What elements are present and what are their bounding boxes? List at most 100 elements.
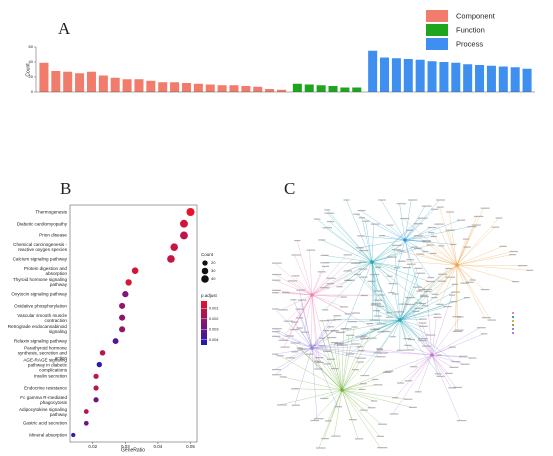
- dot: [122, 291, 129, 298]
- edge: [274, 292, 313, 296]
- node-label: [379, 352, 388, 354]
- node-label: [272, 289, 281, 291]
- node-label: [291, 254, 302, 256]
- bar: [328, 86, 338, 92]
- node-label: [471, 224, 481, 226]
- node-label: [419, 302, 426, 305]
- edge: [311, 315, 337, 349]
- y-tick-label: Mineral absorption: [29, 432, 67, 438]
- edge: [360, 350, 433, 356]
- plot-frame: [69, 204, 198, 443]
- edge: [377, 239, 406, 268]
- node-label: [360, 335, 368, 337]
- edge: [341, 389, 353, 420]
- edge: [311, 346, 360, 349]
- dot: [112, 338, 119, 345]
- edge: [380, 199, 406, 241]
- node-label: [434, 373, 442, 375]
- node-label: [345, 353, 355, 355]
- edge: [311, 262, 363, 296]
- node-label: [318, 239, 326, 241]
- node-label: [317, 271, 326, 273]
- edge: [311, 330, 335, 349]
- node-label: [403, 338, 412, 340]
- node-label: [381, 330, 391, 333]
- node-label: [389, 336, 396, 338]
- edge: [434, 264, 458, 295]
- color-legend-title: p.adjust: [201, 293, 218, 298]
- edge: [341, 389, 371, 408]
- edge: [311, 294, 320, 363]
- node-label: [422, 240, 432, 242]
- node-label: [410, 246, 418, 248]
- size-legend-label: 30: [211, 268, 216, 273]
- edge: [431, 317, 437, 356]
- edge: [417, 354, 433, 392]
- y-tick-label: Fc gamma R-mediated phagocytosis: [20, 394, 67, 405]
- panel-label: A: [58, 19, 71, 38]
- edge: [311, 347, 335, 369]
- node-label: [331, 342, 338, 344]
- node-label: [316, 361, 324, 364]
- legend-swatch: [426, 24, 448, 36]
- node-label: [426, 244, 435, 246]
- legend-label: Process: [456, 39, 483, 48]
- node-label: [291, 388, 299, 390]
- node-label: [279, 376, 287, 378]
- node-label: [436, 206, 444, 208]
- node-label: [422, 345, 431, 347]
- edge: [358, 319, 401, 338]
- edge: [399, 291, 455, 321]
- edge: [281, 294, 313, 341]
- edge: [399, 313, 438, 321]
- bar: [427, 61, 437, 92]
- node-label: [465, 281, 474, 283]
- node-label: [362, 220, 370, 222]
- node-label: [422, 288, 433, 291]
- node-label: [448, 346, 456, 348]
- x-tick-label: 0.02: [88, 444, 97, 449]
- node-label: [452, 316, 461, 318]
- edge: [371, 244, 430, 263]
- node-label: [469, 279, 476, 281]
- bar: [146, 80, 156, 92]
- bar: [368, 50, 378, 92]
- edge: [456, 264, 515, 282]
- bar: [122, 79, 132, 92]
- edge: [404, 219, 461, 241]
- node-label: [438, 273, 447, 275]
- node-label: [403, 398, 413, 400]
- edge: [311, 337, 331, 349]
- node-label: [357, 209, 366, 212]
- edge: [431, 354, 464, 365]
- node-label: [413, 286, 422, 288]
- edge: [341, 335, 350, 391]
- node-label: [321, 309, 329, 311]
- edge: [292, 294, 313, 330]
- node-label: [370, 400, 378, 402]
- node-label: [355, 247, 364, 249]
- edge: [279, 355, 343, 391]
- bar: [253, 86, 263, 92]
- edge: [371, 230, 410, 263]
- edge: [389, 225, 406, 241]
- edge: [371, 261, 397, 269]
- dot: [170, 243, 178, 252]
- node-label: [359, 388, 366, 390]
- node-label: [421, 205, 432, 207]
- node-label: [324, 209, 331, 211]
- color-tick-label: 0.004: [209, 338, 219, 342]
- node-label: [517, 265, 528, 267]
- node-label: [425, 334, 436, 336]
- node-label: [391, 293, 399, 295]
- bar: [380, 57, 390, 92]
- edge: [407, 345, 433, 356]
- edge: [430, 232, 458, 266]
- edge: [399, 274, 442, 321]
- node-label: [391, 249, 401, 251]
- edge: [365, 221, 373, 263]
- node-label: [357, 235, 365, 237]
- edge: [316, 218, 373, 263]
- node-label: [287, 280, 298, 282]
- bar: [451, 62, 461, 92]
